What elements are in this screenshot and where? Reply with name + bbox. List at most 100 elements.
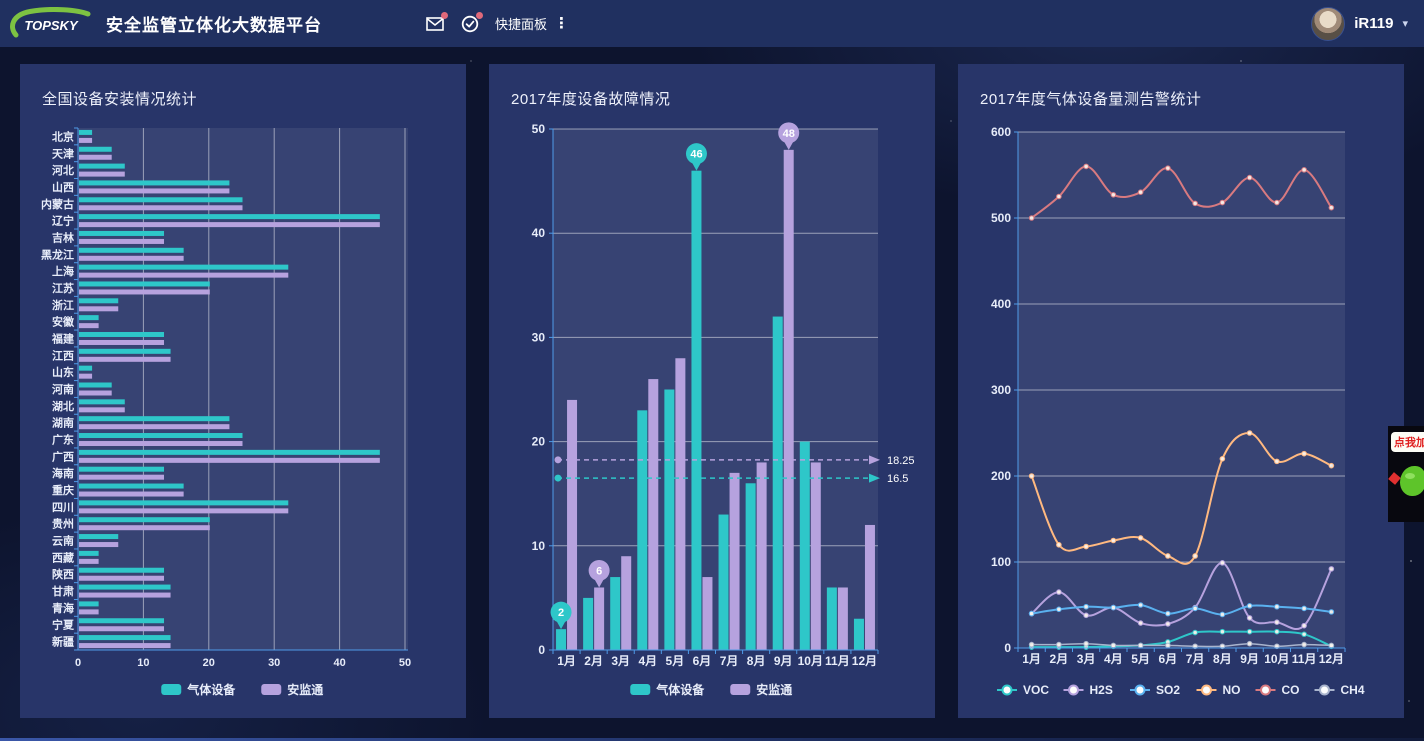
svg-text:广西: 广西	[52, 449, 74, 463]
line-series-CO[interactable]	[1028, 163, 1335, 221]
bar	[79, 171, 125, 177]
svg-text:0: 0	[75, 657, 81, 669]
data-point	[1056, 641, 1062, 648]
bar	[79, 272, 289, 278]
svg-text:1月: 1月	[557, 654, 576, 668]
data-point	[1056, 589, 1062, 595]
page-title: 安全监管立体化大数据平台	[106, 16, 322, 35]
line-series-NO[interactable]	[1028, 430, 1335, 565]
y-axis-labels: 0 10 20 30 40 50	[532, 122, 553, 657]
svg-text:11月: 11月	[825, 654, 850, 668]
data-point	[1192, 200, 1198, 207]
bars-气体设备[interactable]	[79, 129, 380, 641]
kebab-menu-icon[interactable]: ⋮	[554, 15, 570, 32]
bars-气体设备[interactable]	[556, 170, 864, 650]
data-point	[1219, 199, 1226, 206]
bar	[79, 500, 289, 506]
bar	[79, 154, 112, 160]
bars-安监通[interactable]	[79, 137, 380, 649]
data-point	[1028, 215, 1035, 221]
svg-text:NO: NO	[1223, 683, 1241, 697]
pin-label-2: 2	[550, 601, 572, 630]
promo-diamond-icon	[1388, 472, 1401, 485]
svg-text:湖北: 湖北	[52, 399, 74, 413]
data-point	[1137, 620, 1144, 626]
panel-national-install: 全国设备安装情况统计 北京 天津 河北 山西 内蒙古 辽宁 吉林 黑龙江 上海 江苏 浙江 安徽 福建江…	[20, 64, 466, 718]
quick-panel-button[interactable]: 快捷面板 ⋮	[495, 14, 569, 33]
svg-text:11月: 11月	[1292, 652, 1317, 666]
data-point	[1246, 603, 1253, 609]
svg-text:2月: 2月	[584, 654, 603, 668]
line-series-CH4[interactable]	[1028, 640, 1335, 650]
topsky-logo[interactable]: TOPSKY	[8, 6, 94, 41]
bars-安监通[interactable]	[567, 149, 875, 650]
svg-text:山西: 山西	[52, 180, 74, 194]
data-point	[1301, 631, 1307, 638]
svg-text:12月: 12月	[852, 654, 877, 668]
bar	[79, 525, 210, 531]
legend-item-H2S[interactable]: H2S	[1063, 683, 1113, 697]
bar	[79, 567, 165, 573]
bar	[79, 416, 230, 422]
data-point	[1328, 204, 1335, 211]
bar	[79, 508, 289, 514]
svg-text:湖南: 湖南	[52, 416, 74, 430]
promo-widget[interactable]: 点我加	[1388, 426, 1424, 522]
bar	[79, 222, 380, 228]
bar	[853, 618, 864, 650]
svg-text:云南: 云南	[52, 534, 74, 548]
svg-text:青海: 青海	[52, 601, 74, 615]
legend-item-VOC[interactable]: VOC	[997, 683, 1049, 697]
bar	[79, 197, 243, 203]
svg-text:2: 2	[558, 607, 564, 619]
chart-national-install[interactable]: 北京天津河北山西内蒙古辽宁吉林黑龙江上海江苏浙江安徽福建江西山东河南湖北湖南广东…	[20, 114, 466, 718]
svg-text:新疆: 新疆	[52, 635, 74, 649]
svg-text:重庆: 重庆	[52, 483, 74, 497]
chart-fault-2017[interactable]: 0 10 20 30 40 50 1月 2月 3月 4月 5月 6月 7月 8月 9月 10月 11月 12月 18…	[489, 114, 935, 718]
legend-item-安监通[interactable]: 安监通	[261, 682, 323, 697]
legend: 气体设备 安监通	[161, 682, 323, 697]
data-point	[1110, 604, 1117, 611]
promo-speech-bubble[interactable]: 点我加	[1391, 432, 1424, 452]
bar	[79, 558, 99, 564]
data-point	[1328, 462, 1335, 469]
mail-icon[interactable]	[425, 11, 448, 34]
svg-text:安监通: 安监通	[287, 682, 323, 697]
svg-text:甘肃: 甘肃	[52, 584, 74, 598]
gridlines	[553, 128, 878, 547]
data-point	[1056, 193, 1062, 200]
data-point	[1219, 456, 1226, 462]
data-point	[1056, 606, 1062, 613]
svg-text:600: 600	[991, 125, 1011, 139]
check-circle-icon[interactable]	[460, 11, 483, 34]
data-point	[1192, 553, 1198, 559]
svg-text:4月: 4月	[1104, 652, 1123, 666]
chevron-down-icon[interactable]: ▾	[1402, 18, 1408, 30]
svg-text:北京: 北京	[52, 129, 74, 143]
bar	[79, 575, 165, 581]
data-point	[1328, 642, 1335, 649]
svg-text:上海: 上海	[52, 264, 74, 278]
legend-item-气体设备[interactable]: 气体设备	[630, 682, 705, 697]
promo-mascot-icon	[1400, 466, 1424, 496]
line-series-SO2[interactable]	[1028, 602, 1335, 618]
bar	[79, 247, 184, 253]
legend-item-CO[interactable]: CO	[1255, 683, 1300, 697]
legend-item-NO[interactable]: NO	[1196, 683, 1241, 697]
legend-item-气体设备[interactable]: 气体设备	[161, 682, 236, 697]
svg-text:40: 40	[333, 657, 345, 669]
bar	[79, 382, 112, 388]
data-point	[1192, 629, 1198, 636]
legend-item-SO2[interactable]: SO2	[1130, 683, 1180, 697]
bar	[79, 137, 93, 143]
y-axis-labels: 0 100 200 300 400 500 600	[991, 125, 1018, 655]
svg-text:4月: 4月	[638, 654, 657, 668]
chart-gas-alarm-2017[interactable]: 0 100 200 300 400 500 600 1月 2月 3月 4月 5月 6月 7月 8月 9月 10月…	[958, 114, 1404, 718]
svg-text:3月: 3月	[611, 654, 630, 668]
user-avatar[interactable]	[1311, 6, 1346, 41]
svg-text:宁夏: 宁夏	[52, 618, 75, 632]
legend-item-安监通[interactable]: 安监通	[730, 682, 792, 697]
svg-text:7月: 7月	[720, 654, 739, 668]
bar	[637, 410, 648, 650]
legend-item-CH4[interactable]: CH4	[1314, 683, 1365, 697]
